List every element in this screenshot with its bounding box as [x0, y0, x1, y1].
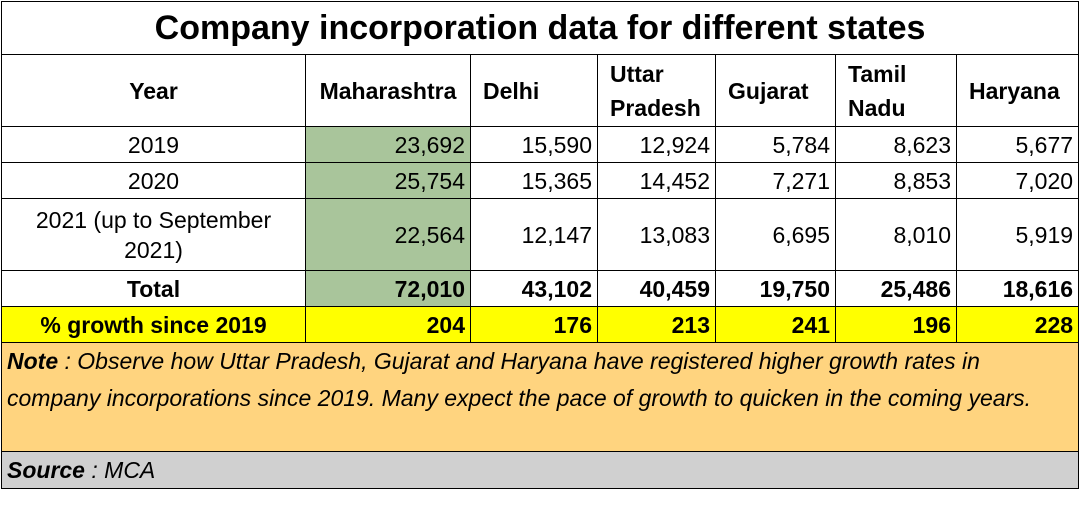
header-gujarat: Gujarat	[715, 54, 836, 127]
header-uttar-pradesh: Uttar Pradesh	[597, 54, 716, 127]
note-row: Note : Observe how Uttar Pradesh, Gujara…	[0, 342, 1080, 452]
cell-tamil-nadu: 8,623	[835, 126, 957, 163]
table-row: 2021 (up to September 2021) 22,564 12,14…	[1, 198, 1080, 271]
growth-haryana: 228	[955, 306, 1080, 343]
table-row: 2019 23,692 15,590 12,924 5,784 8,623 5,…	[1, 126, 1080, 163]
total-uttar-pradesh: 40,459	[597, 270, 716, 307]
note-cell: Note : Observe how Uttar Pradesh, Gujara…	[0, 342, 1080, 452]
incorporation-table: Company incorporation data for different…	[0, 1, 1080, 489]
row-label: 2019	[1, 126, 306, 163]
header-tamil-nadu: Tamil Nadu	[835, 54, 957, 127]
growth-tamil-nadu: 196	[835, 306, 957, 343]
cell-haryana: 5,677	[955, 126, 1080, 163]
cell-gujarat: 5,784	[715, 126, 836, 163]
row-label: 2021 (up to September 2021)	[1, 198, 306, 271]
row-label: 2020	[1, 162, 306, 199]
header-delhi: Delhi	[470, 54, 598, 127]
cell-gujarat: 6,695	[715, 198, 836, 271]
cell-maharashtra: 25,754	[305, 162, 471, 199]
table-title: Company incorporation data for different…	[0, 1, 1080, 55]
growth-row: % growth since 2019 204 176 213 241 196 …	[1, 306, 1080, 343]
cell-maharashtra: 23,692	[305, 126, 471, 163]
note-label: Note	[7, 348, 59, 374]
cell-uttar-pradesh: 12,924	[597, 126, 716, 163]
header-haryana: Haryana	[955, 54, 1080, 127]
header-year: Year	[1, 54, 306, 127]
total-tamil-nadu: 25,486	[835, 270, 957, 307]
total-row: Total 72,010 43,102 40,459 19,750 25,486…	[1, 270, 1080, 307]
cell-uttar-pradesh: 14,452	[597, 162, 716, 199]
cell-delhi: 15,590	[470, 126, 598, 163]
cell-tamil-nadu: 8,010	[835, 198, 957, 271]
cell-tamil-nadu: 8,853	[835, 162, 957, 199]
cell-haryana: 5,919	[955, 198, 1080, 271]
cell-maharashtra: 22,564	[305, 198, 471, 271]
cell-delhi: 12,147	[470, 198, 598, 271]
source-label: Source	[7, 457, 85, 483]
cell-delhi: 15,365	[470, 162, 598, 199]
cell-gujarat: 7,271	[715, 162, 836, 199]
growth-delhi: 176	[470, 306, 598, 343]
source-cell: Source : MCA	[0, 451, 1080, 489]
total-maharashtra: 72,010	[305, 270, 471, 307]
total-label: Total	[1, 270, 306, 307]
header-maharashtra: Maharashtra	[305, 54, 471, 127]
total-haryana: 18,616	[955, 270, 1080, 307]
header-row: Year Maharashtra Delhi Uttar Pradesh Guj…	[1, 54, 1080, 127]
cell-haryana: 7,020	[955, 162, 1080, 199]
source-text: : MCA	[84, 457, 156, 483]
total-delhi: 43,102	[470, 270, 598, 307]
growth-uttar-pradesh: 213	[597, 306, 716, 343]
source-row: Source : MCA	[0, 451, 1080, 489]
cell-uttar-pradesh: 13,083	[597, 198, 716, 271]
growth-gujarat: 241	[715, 306, 836, 343]
growth-label: % growth since 2019	[1, 306, 306, 343]
total-gujarat: 19,750	[715, 270, 836, 307]
note-text: : Observe how Uttar Pradesh, Gujarat and…	[7, 348, 1032, 411]
table-row: 2020 25,754 15,365 14,452 7,271 8,853 7,…	[1, 162, 1080, 199]
growth-maharashtra: 204	[305, 306, 471, 343]
